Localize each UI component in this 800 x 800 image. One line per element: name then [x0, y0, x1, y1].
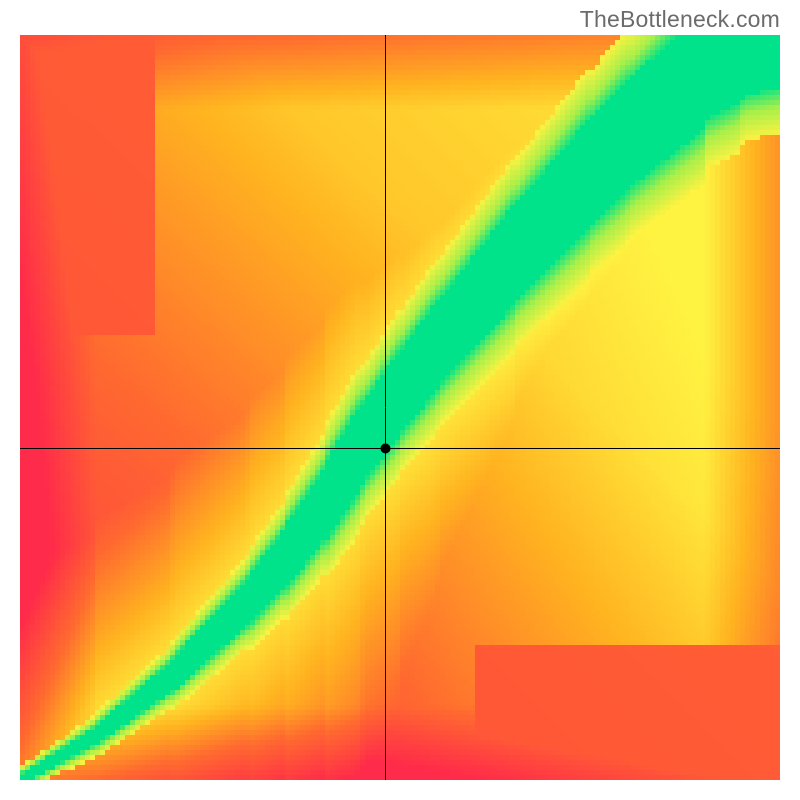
bottleneck-heatmap	[20, 35, 780, 780]
heatmap-canvas	[20, 35, 780, 780]
watermark-text: TheBottleneck.com	[580, 6, 780, 33]
